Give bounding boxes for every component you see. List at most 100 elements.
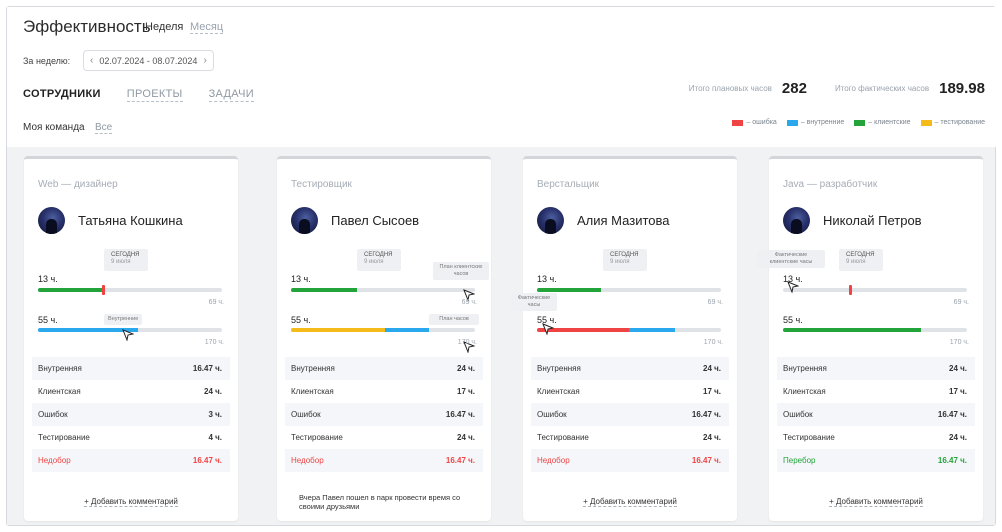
actual-hours-label: 55 ч.	[291, 315, 311, 325]
list-item: Тестирование 24 ч.	[783, 433, 967, 442]
employee-role: Тестировщик	[291, 179, 352, 190]
tab-tasks[interactable]: ЗАДАЧИ	[208, 88, 254, 102]
client-hours-bar[interactable]	[783, 288, 967, 292]
shortfall-row: Недобор 16.47 ч.	[285, 449, 483, 472]
week-range[interactable]: 02.07.2024 - 08.07.2024	[99, 55, 198, 66]
hours-breakdown: Внутренняя 24 ч. Клиентская 17 ч. Ошибок 16…	[777, 357, 975, 472]
total-hours-bar[interactable]	[783, 328, 967, 332]
list-item: Тестирование 24 ч.	[537, 433, 721, 442]
list-item: Внутренняя 24 ч.	[777, 357, 975, 380]
total-hours-bar[interactable]	[291, 328, 475, 332]
client-hours-bar[interactable]	[38, 288, 222, 292]
list-item: Клиентская 24 ч.	[38, 387, 222, 396]
bar-segment-internal	[385, 328, 429, 332]
list-item: Клиентская 17 ч.	[537, 387, 721, 396]
client-hours-bar[interactable]	[291, 288, 475, 292]
legend-swatch	[854, 119, 866, 126]
hint-plan-client-hours: План клиентских часов	[433, 262, 489, 280]
planned-hours: 170 ч.	[204, 339, 224, 346]
employee-name: Николай Петров	[823, 213, 922, 228]
today-chip: СЕГОДНЯ 9 июля	[839, 249, 883, 271]
totals: Итого плановых часов 282 Итого фактическ…	[689, 80, 985, 97]
actual-hours-value: 189.98	[939, 80, 985, 97]
list-item: Клиентская 17 ч.	[291, 387, 475, 396]
hint-actual-hours: Фактические часы	[511, 293, 557, 311]
planned-client-hours: 69 ч.	[461, 299, 477, 306]
planned-client-hours: 69 ч.	[208, 299, 224, 306]
bar-segment-testing	[291, 328, 385, 332]
chevron-right-icon[interactable]: ›	[203, 55, 207, 66]
planned-hours-value: 282	[781, 80, 807, 97]
bar-segment-client	[38, 288, 104, 292]
planned-hours: 170 ч.	[457, 339, 477, 346]
total-hours-bar[interactable]	[537, 328, 721, 332]
today-chip: СЕГОДНЯ 9 июля	[357, 249, 401, 271]
cursor-icon	[122, 329, 134, 341]
legend-swatch	[920, 119, 932, 126]
avatar	[537, 207, 564, 234]
today-marker	[849, 285, 852, 295]
avatar	[291, 207, 318, 234]
add-comment-link[interactable]: + Добавить комментарий	[829, 497, 923, 507]
employee-card: Тестировщик Павел Сысоев СЕГОДНЯ 9 июля …	[277, 156, 491, 521]
list-item: Ошибок 3 ч.	[32, 403, 230, 426]
bar-segment-client	[537, 288, 601, 292]
cursor-icon	[463, 289, 475, 301]
list-item: Клиентская 17 ч.	[783, 387, 967, 396]
legend-swatch	[732, 119, 744, 126]
actual-client-hours-label: 13 ч.	[38, 274, 58, 284]
avatar	[783, 207, 810, 234]
actual-client-hours-label: 13 ч.	[537, 274, 557, 284]
add-comment-link[interactable]: + Добавить комментарий	[84, 497, 178, 507]
team-filter-all[interactable]: Все	[95, 122, 113, 134]
bar-segment-internal	[629, 328, 675, 332]
week-picker: ‹ 02.07.2024 - 08.07.2024 ›	[83, 50, 214, 71]
hint-internal: Внутренние	[104, 314, 143, 325]
cursor-icon	[787, 281, 799, 293]
cursor-icon	[542, 323, 554, 335]
tab-employees[interactable]: СОТРУДНИКИ	[23, 88, 101, 100]
client-hours-bar[interactable]	[537, 288, 721, 292]
actual-client-hours-label: 13 ч.	[291, 274, 311, 284]
legend-swatch	[786, 119, 798, 126]
bar-segment-client	[783, 328, 921, 332]
week-label: За неделю:	[23, 56, 71, 66]
add-comment-link[interactable]: + Добавить комментарий	[583, 497, 677, 507]
today-chip: СЕГОДНЯ 9 июля	[603, 249, 647, 271]
today-chip: СЕГОДНЯ 9 июля	[104, 249, 148, 271]
today-marker	[102, 285, 105, 295]
overage-row: Перебор 16.47 ч.	[777, 449, 975, 472]
tab-projects[interactable]: ПРОЕКТЫ	[126, 88, 183, 102]
team-filter-label[interactable]: Моя команда	[23, 122, 85, 133]
actual-hours-label: 55 ч.	[38, 315, 58, 325]
employee-card: Верстальщик Алия Мазитова СЕГОДНЯ 9 июля…	[511, 156, 737, 521]
employee-name: Павел Сысоев	[331, 213, 420, 228]
actual-client-hours-label: 13 ч.	[783, 274, 803, 284]
employee-card: Web — дизайнер Татьяна Кошкина СЕГОДНЯ 9…	[24, 156, 238, 521]
shortfall-row: Недобор 16.47 ч.	[32, 449, 230, 472]
employee-role: Web — дизайнер	[38, 179, 118, 190]
hours-breakdown: Внутренняя 16.47 ч. Клиентская 24 ч. Ошибо…	[32, 357, 230, 472]
chevron-left-icon[interactable]: ‹	[90, 55, 94, 66]
bar-segment-internal	[38, 328, 138, 332]
cursor-icon	[463, 341, 475, 353]
legend-item-testing: – тестирование	[920, 119, 985, 126]
bar-segment-client	[291, 288, 357, 292]
list-item: Тестирование 4 ч.	[38, 433, 222, 442]
list-item: Внутренняя 16.47 ч.	[32, 357, 230, 380]
period-tab-month[interactable]: Месяц	[190, 21, 224, 34]
hint-plan-hours: План часов	[429, 314, 479, 325]
total-hours-bar[interactable]	[38, 328, 222, 332]
legend-item-client: – клиентские	[854, 119, 911, 126]
period-tab-week[interactable]: Неделя	[145, 21, 184, 33]
avatar	[38, 207, 65, 234]
legend-item-internal: – внутренние	[786, 119, 844, 126]
list-item: Тестирование 24 ч.	[291, 433, 475, 442]
employee-card: Java — разработчик Николай Петров Фактич…	[757, 156, 983, 521]
list-item: Ошибок 16.47 ч.	[285, 403, 483, 426]
planned-client-hours: 69 ч.	[953, 299, 969, 306]
list-item: Внутренняя 24 ч.	[531, 357, 729, 380]
legend-item-error: – ошибка	[732, 119, 777, 126]
planned-hours: 170 ч.	[703, 339, 723, 346]
employee-name: Алия Мазитова	[577, 213, 670, 228]
